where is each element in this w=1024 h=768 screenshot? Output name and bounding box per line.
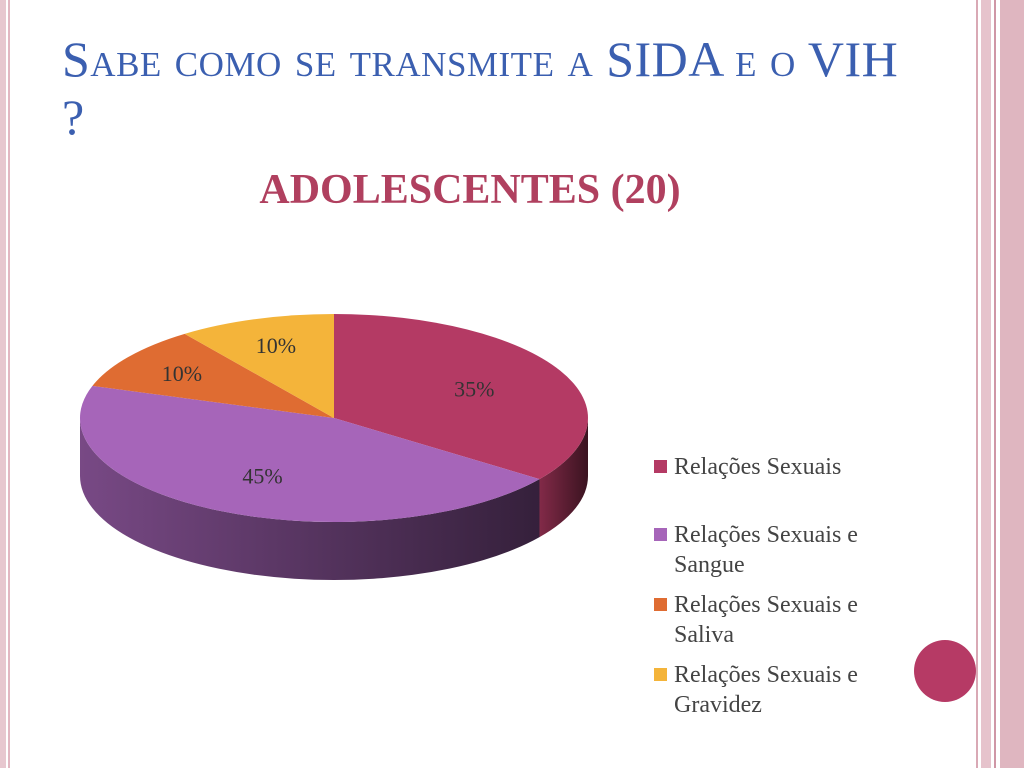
legend-label: Relações Sexuais e Sangue: [674, 522, 858, 578]
legend-item: Relações Sexuais: [652, 452, 922, 482]
legend-label: Relações Sexuais e Saliva: [674, 592, 858, 648]
slide-subtitle: ADOLESCENTES (20): [259, 167, 681, 213]
slide-title: Sabe como se transmite a SIDA e o VIH ?: [62, 31, 899, 145]
pie-slice-side: [539, 418, 588, 538]
pie-slice: [79, 385, 540, 523]
pie-chart-svg: 35% 45% 10% 10%: [79, 314, 588, 580]
chart-legend: Relações Sexuais Relações Sexuais e Sang…: [652, 452, 922, 720]
pie-slice: [92, 333, 334, 418]
right-border-stripes: [976, 0, 1024, 768]
legend-swatch: [654, 668, 667, 681]
pie-slice: [184, 314, 334, 418]
pie-data-label: 10%: [162, 361, 202, 386]
legend-item: Relações Sexuais e Saliva: [652, 590, 922, 650]
pie-chart: 35% 45% 10% 10%: [60, 290, 600, 635]
legend-label: Relações Sexuais e Gravidez: [674, 662, 858, 718]
left-border-stripe: [0, 0, 6, 768]
pie-slice-side: [79, 418, 540, 580]
pie-slice: [334, 314, 588, 480]
legend-item: Relações Sexuais e Sangue: [652, 520, 922, 580]
legend-label: Relações Sexuais: [674, 454, 842, 480]
pie-data-label: 35%: [454, 377, 494, 402]
legend-swatch: [654, 528, 667, 541]
legend-item: Relações Sexuais e Gravidez: [652, 660, 922, 720]
legend-swatch: [654, 460, 667, 473]
pie-data-label: 10%: [256, 333, 296, 358]
pie-data-label: 45%: [242, 463, 282, 488]
decorative-circle: [914, 640, 976, 702]
legend-swatch: [654, 598, 667, 611]
left-border-line: [8, 0, 10, 768]
